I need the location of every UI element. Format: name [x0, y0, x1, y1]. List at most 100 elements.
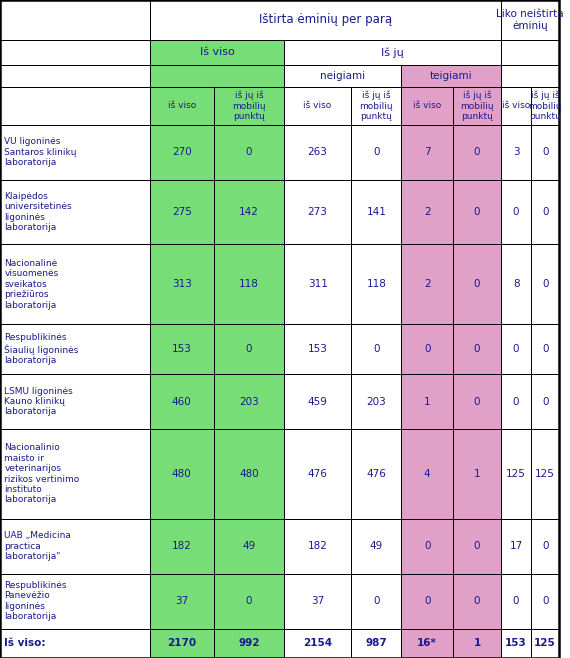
Text: 480: 480: [239, 469, 259, 479]
Text: 0: 0: [542, 147, 548, 157]
Bar: [401, 519, 453, 574]
Text: Iš viso:: Iš viso:: [5, 638, 46, 649]
Bar: [284, 519, 351, 574]
Text: Respublikinės
Šiaulių ligoninės
laboratorija: Respublikinės Šiaulių ligoninės laborato…: [5, 334, 79, 365]
Bar: [0, 519, 150, 574]
Text: 7: 7: [424, 147, 430, 157]
Text: 311: 311: [308, 280, 328, 290]
Bar: [150, 374, 214, 429]
Bar: [284, 574, 351, 628]
Bar: [0, 324, 150, 374]
Text: iš viso: iš viso: [502, 101, 530, 111]
Bar: [401, 324, 453, 374]
Bar: [501, 374, 531, 429]
Bar: [453, 324, 501, 374]
Text: 0: 0: [424, 344, 430, 354]
Bar: [531, 244, 559, 324]
Text: 0: 0: [513, 207, 519, 217]
Text: 118: 118: [239, 280, 259, 290]
Bar: [531, 574, 559, 628]
Bar: [214, 324, 284, 374]
Text: Nacionalinė
visuomenės
sveikatos
priežiūros
laboratorija: Nacionalinė visuomenės sveikatos priežiū…: [5, 259, 59, 310]
Text: 0: 0: [513, 397, 519, 407]
Bar: [150, 324, 214, 374]
Bar: [150, 87, 214, 125]
Text: 1: 1: [424, 397, 430, 407]
Bar: [284, 125, 351, 180]
Text: 0: 0: [424, 542, 430, 551]
Text: 0: 0: [542, 344, 548, 354]
Bar: [351, 244, 401, 324]
Text: 125: 125: [534, 638, 556, 649]
Text: 0: 0: [542, 207, 548, 217]
Text: 203: 203: [239, 397, 259, 407]
Bar: [284, 40, 501, 65]
Text: VU ligoninės
Santaros klinikų
laboratorija: VU ligoninės Santaros klinikų laboratori…: [5, 138, 77, 167]
Text: iš jų iš
mobilių
punktų: iš jų iš mobilių punktų: [528, 91, 562, 121]
Bar: [214, 574, 284, 628]
Bar: [284, 628, 351, 658]
Bar: [150, 244, 214, 324]
Bar: [0, 180, 150, 244]
Bar: [0, 374, 150, 429]
Text: iš viso: iš viso: [303, 101, 332, 111]
Text: 153: 153: [505, 638, 527, 649]
Bar: [214, 180, 284, 244]
Bar: [501, 180, 531, 244]
Text: 460: 460: [172, 397, 192, 407]
Text: 2154: 2154: [303, 638, 332, 649]
Bar: [351, 87, 401, 125]
Bar: [401, 374, 453, 429]
Bar: [531, 519, 559, 574]
Text: 313: 313: [172, 280, 192, 290]
Bar: [401, 628, 453, 658]
Text: 275: 275: [172, 207, 192, 217]
Bar: [0, 244, 150, 324]
Text: 0: 0: [474, 207, 480, 217]
Text: 153: 153: [308, 344, 328, 354]
Text: 459: 459: [308, 397, 328, 407]
Text: 273: 273: [308, 207, 328, 217]
Text: 0: 0: [424, 596, 430, 606]
Bar: [351, 324, 401, 374]
Bar: [351, 374, 401, 429]
Text: 0: 0: [542, 280, 548, 290]
Text: Ištirta ėminių per parą: Ištirta ėminių per parą: [259, 13, 392, 26]
Bar: [0, 0, 150, 40]
Bar: [501, 244, 531, 324]
Text: 0: 0: [246, 344, 252, 354]
Bar: [351, 180, 401, 244]
Bar: [214, 429, 284, 519]
Bar: [401, 574, 453, 628]
Bar: [501, 87, 531, 125]
Text: 182: 182: [172, 542, 192, 551]
Bar: [453, 374, 501, 429]
Bar: [0, 87, 150, 125]
Bar: [401, 87, 453, 125]
Bar: [531, 324, 559, 374]
Bar: [150, 0, 501, 40]
Text: 142: 142: [239, 207, 259, 217]
Bar: [501, 574, 531, 628]
Text: 0: 0: [474, 596, 480, 606]
Bar: [0, 429, 150, 519]
Text: 480: 480: [172, 469, 192, 479]
Text: 0: 0: [513, 344, 519, 354]
Text: Respublikinės
Panevėžio
ligoninės
laboratorija: Respublikinės Panevėžio ligoninės labora…: [5, 581, 67, 621]
Text: 125: 125: [535, 469, 555, 479]
Bar: [501, 0, 559, 40]
Bar: [150, 65, 284, 87]
Bar: [214, 628, 284, 658]
Bar: [501, 40, 559, 65]
Bar: [150, 125, 214, 180]
Bar: [284, 65, 401, 87]
Bar: [284, 244, 351, 324]
Text: Nacionalinio
maisto ir
veterinarijos
rizikos vertinimo
instituto
laboratorija: Nacionalinio maisto ir veterinarijos riz…: [5, 443, 80, 505]
Bar: [214, 519, 284, 574]
Text: 476: 476: [367, 469, 386, 479]
Bar: [0, 574, 150, 628]
Text: 0: 0: [373, 344, 380, 354]
Bar: [150, 519, 214, 574]
Text: 0: 0: [542, 596, 548, 606]
Bar: [351, 574, 401, 628]
